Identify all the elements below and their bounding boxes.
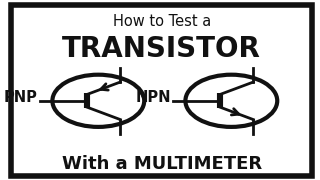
Text: With a MULTIMETER: With a MULTIMETER bbox=[61, 155, 262, 173]
Text: How to Test a: How to Test a bbox=[113, 14, 211, 29]
Text: PNP: PNP bbox=[4, 90, 38, 105]
Text: TRANSISTOR: TRANSISTOR bbox=[62, 35, 261, 63]
Text: NPN: NPN bbox=[136, 90, 172, 105]
